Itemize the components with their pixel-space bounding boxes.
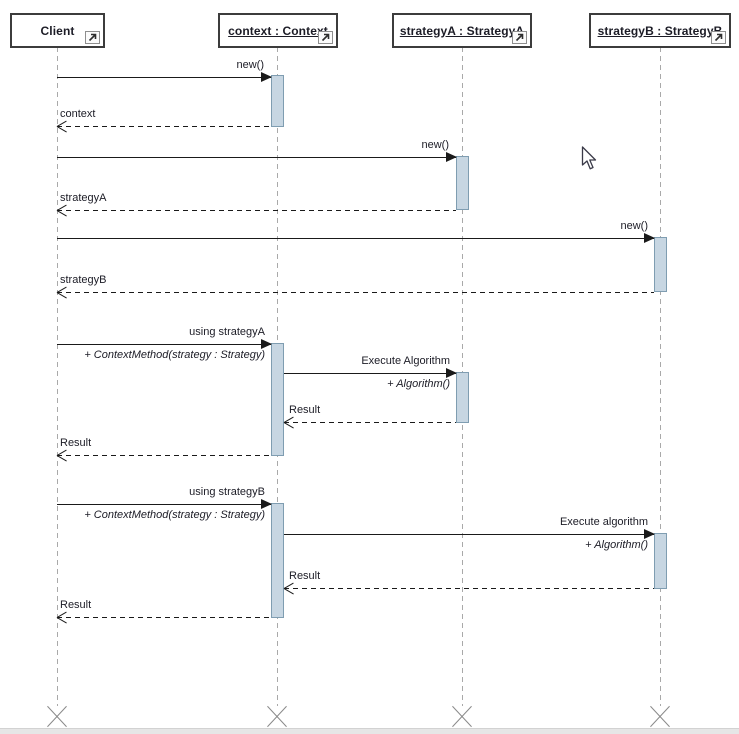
ne-arrow-icon <box>88 33 97 42</box>
lifeline-label-context: context : Context <box>228 23 328 38</box>
message-result-client1-label[interactable]: Result <box>60 437 92 449</box>
message-execute-algorithm-a-line[interactable] <box>284 366 457 381</box>
destroy-x-client <box>46 705 68 727</box>
message-execute-algorithm-b-operation[interactable]: + Algorithm() <box>585 539 648 551</box>
activation-context-useb[interactable] <box>271 503 284 618</box>
lifeline-head-context[interactable]: context : Context <box>218 13 338 48</box>
message-using-strategyb-line[interactable] <box>57 497 272 512</box>
lifeline-label-client: Client <box>40 23 75 38</box>
ne-arrow-icon <box>714 33 723 42</box>
expand-icon[interactable] <box>512 31 527 44</box>
message-new-context-line[interactable] <box>57 70 272 85</box>
ne-arrow-icon <box>515 33 524 42</box>
message-new-strategyb-label[interactable]: new() <box>620 220 648 232</box>
message-return-strategyb-line[interactable] <box>57 292 654 294</box>
lifeline-head-client[interactable]: Client <box>10 13 105 48</box>
mouse-cursor <box>581 146 597 170</box>
message-using-strategyb-label[interactable]: using strategyB <box>189 486 265 498</box>
activation-strategya-exec[interactable] <box>456 372 469 423</box>
lifeline-strategyb-line[interactable] <box>660 47 661 706</box>
message-result-client2-label[interactable]: Result <box>60 599 92 611</box>
message-new-strategyb-line[interactable] <box>57 231 655 246</box>
message-result-a-line[interactable] <box>284 422 456 424</box>
lifeline-label-strategyb: strategyB : StrategyB <box>597 23 723 38</box>
message-result-a-label[interactable]: Result <box>289 404 321 416</box>
message-result-b-line[interactable] <box>284 588 654 590</box>
message-new-strategya-label[interactable]: new() <box>421 139 449 151</box>
lifeline-client-line[interactable] <box>57 47 58 706</box>
message-result-client1-line[interactable] <box>57 455 271 457</box>
message-using-strategya-label[interactable]: using strategyA <box>189 326 265 338</box>
message-return-context-label[interactable]: context <box>60 108 96 120</box>
message-return-strategya-line[interactable] <box>57 210 456 212</box>
message-new-strategya-line[interactable] <box>57 150 457 165</box>
activation-strategyb-exec[interactable] <box>654 533 667 589</box>
activation-strategyb-new[interactable] <box>654 237 667 292</box>
destroy-x-strategyb <box>649 705 671 727</box>
destroy-x-strategya <box>451 705 473 727</box>
lifeline-label-strategya: strategyA : StrategyA <box>399 23 525 38</box>
activation-context-new[interactable] <box>271 75 284 127</box>
expand-icon[interactable] <box>711 31 726 44</box>
activation-context-usea[interactable] <box>271 343 284 456</box>
ne-arrow-icon <box>321 33 330 42</box>
activation-strategya-new[interactable] <box>456 156 469 210</box>
destroy-x-context <box>266 705 288 727</box>
expand-icon[interactable] <box>85 31 100 44</box>
message-result-client2-line[interactable] <box>57 617 271 619</box>
horizontal-scrollbar[interactable] <box>0 728 739 734</box>
expand-icon[interactable] <box>318 31 333 44</box>
message-using-strategya-line[interactable] <box>57 337 272 352</box>
message-execute-algorithm-a-label[interactable]: Execute Algorithm <box>361 355 450 367</box>
lifeline-head-strategya[interactable]: strategyA : StrategyA <box>392 13 532 48</box>
lifeline-head-strategyb[interactable]: strategyB : StrategyB <box>589 13 731 48</box>
message-result-b-label[interactable]: Result <box>289 570 321 582</box>
message-new-context-label[interactable]: new() <box>236 59 264 71</box>
message-using-strategyb-operation[interactable]: + ContextMethod(strategy : Strategy) <box>84 509 265 521</box>
message-execute-algorithm-a-operation[interactable]: + Algorithm() <box>387 378 450 390</box>
message-execute-algorithm-b-line[interactable] <box>284 527 655 542</box>
message-return-context-line[interactable] <box>57 126 271 128</box>
message-return-strategyb-label[interactable]: strategyB <box>60 274 107 286</box>
message-execute-algorithm-b-label[interactable]: Execute algorithm <box>559 516 648 528</box>
message-return-strategya-label[interactable]: strategyA <box>60 192 107 204</box>
message-using-strategya-operation[interactable]: + ContextMethod(strategy : Strategy) <box>84 349 265 361</box>
